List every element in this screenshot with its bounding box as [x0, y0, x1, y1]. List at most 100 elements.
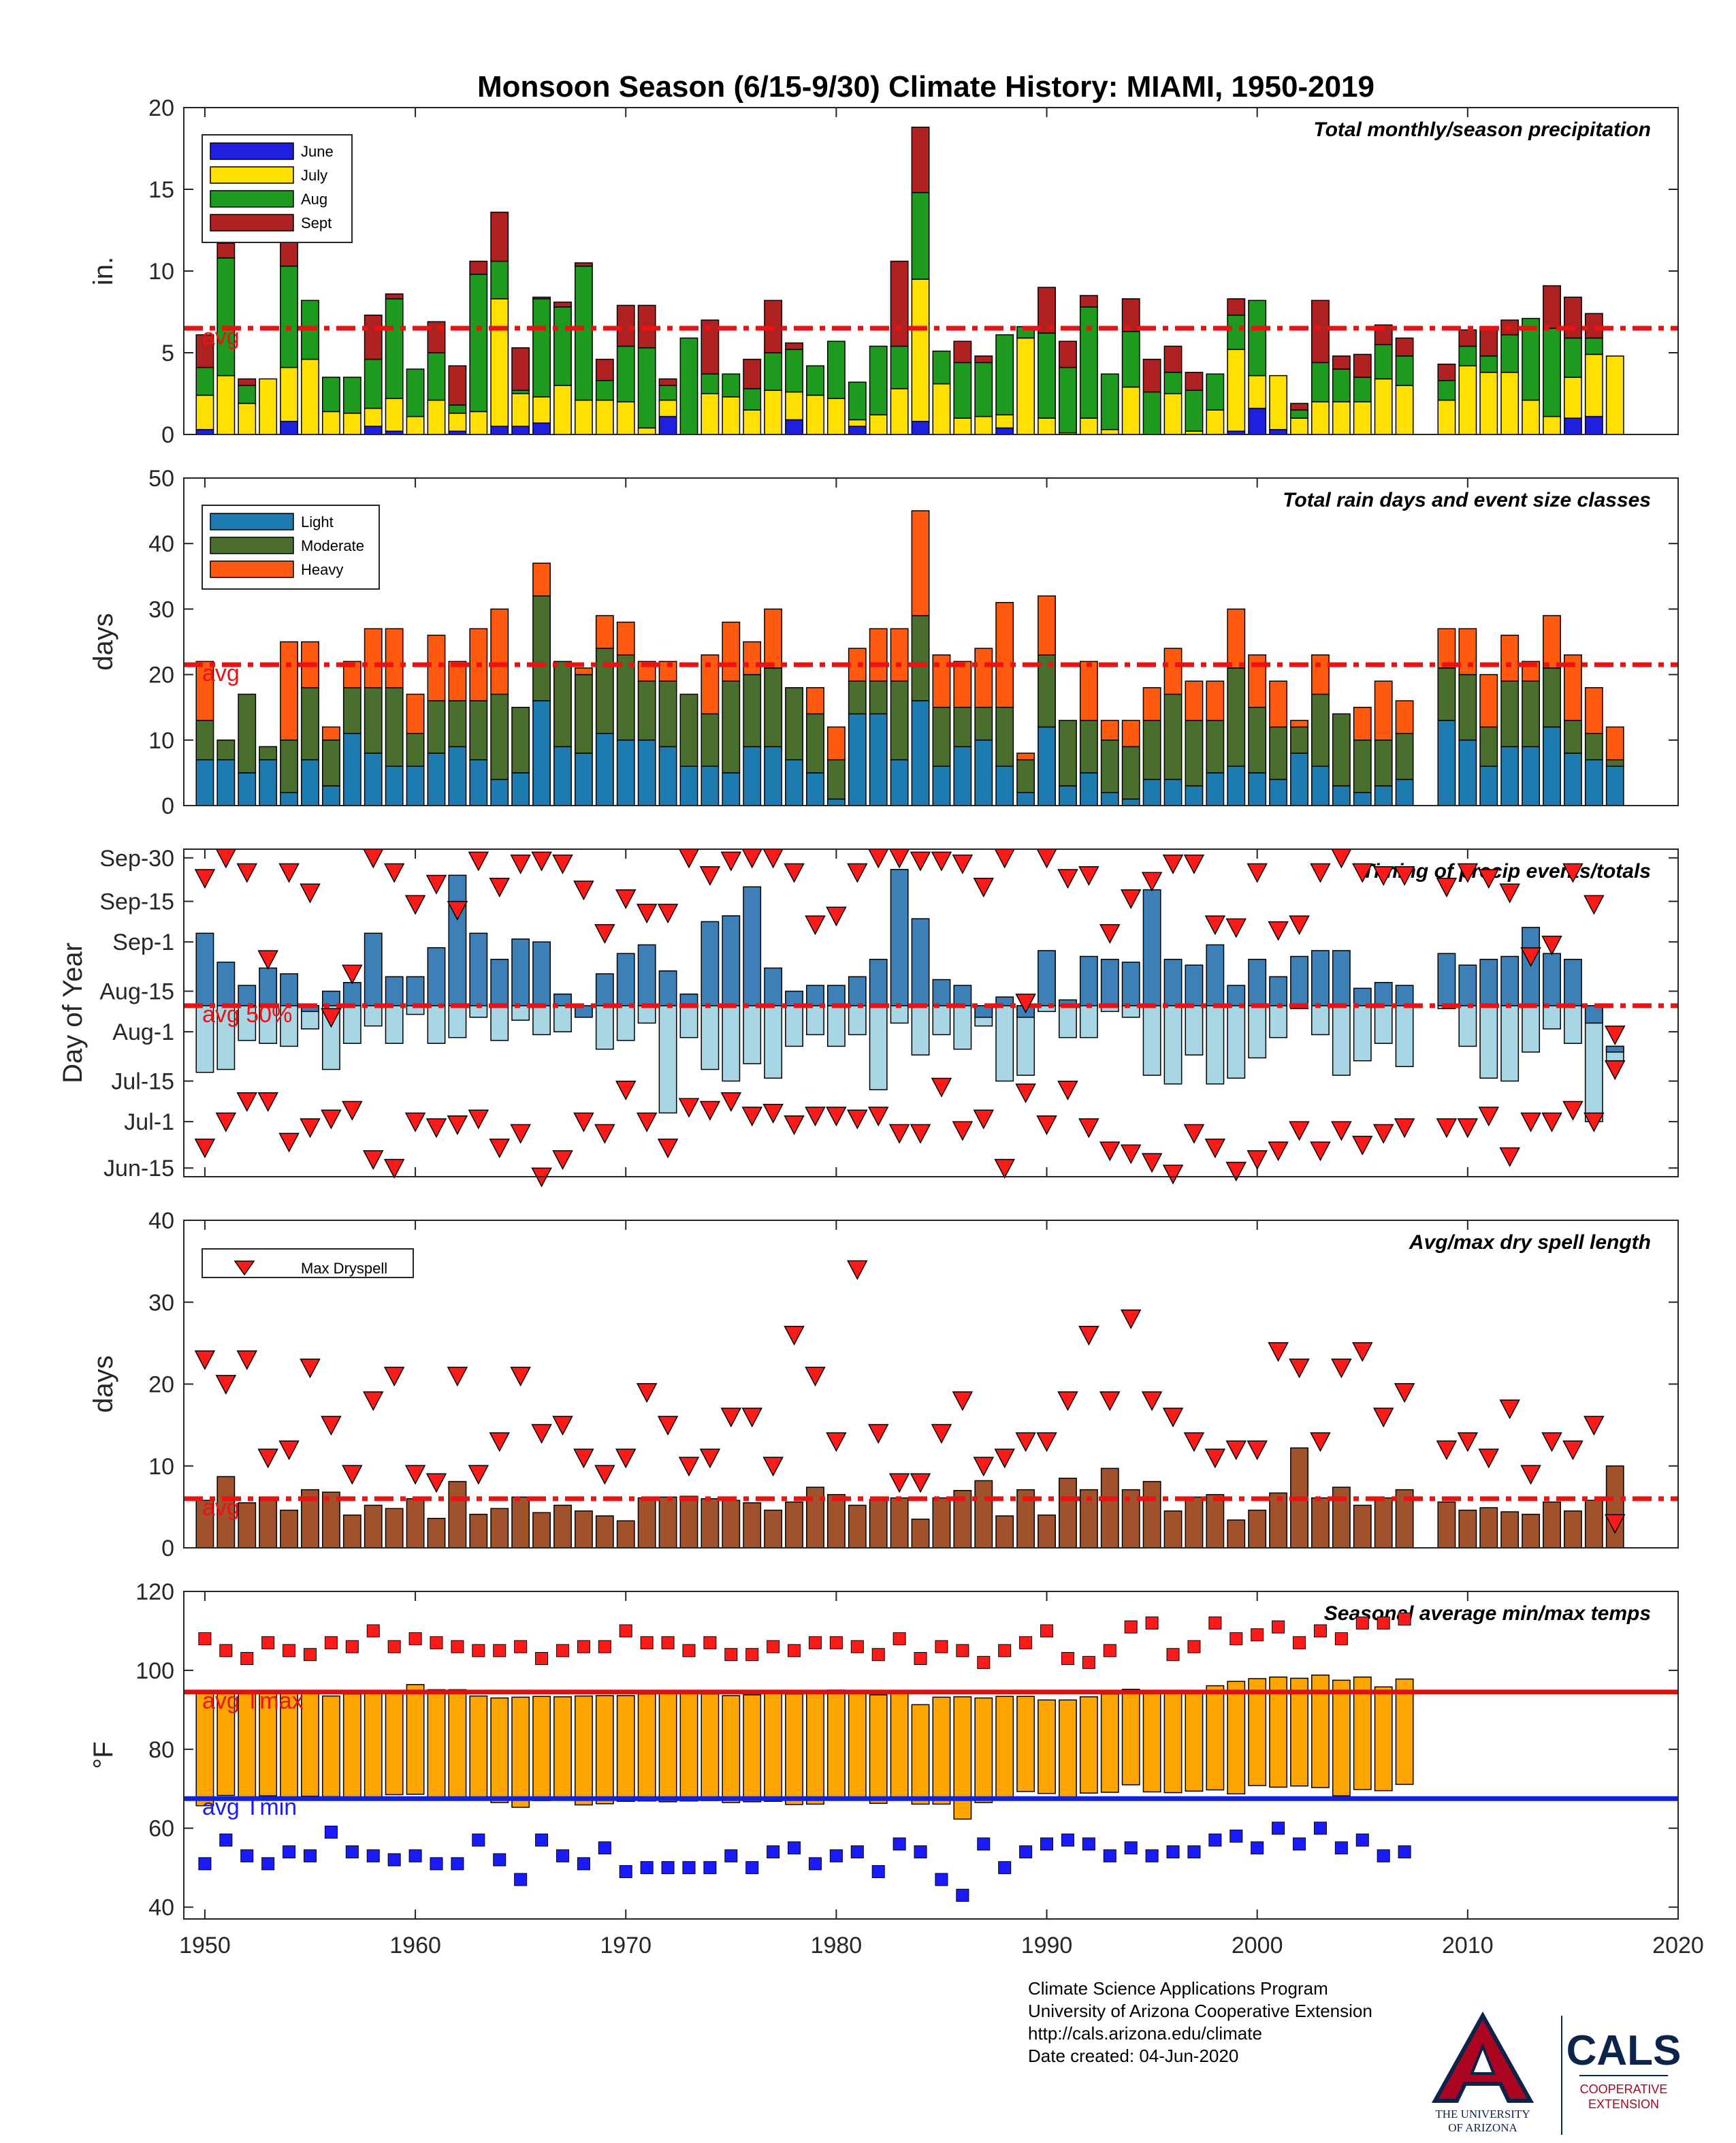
bar-segment-light	[1059, 785, 1077, 806]
avg-dryspell-bar	[1059, 1478, 1077, 1549]
bar-segment-moderate	[469, 700, 488, 761]
bar-segment-july	[743, 409, 762, 435]
timing-upper-bar	[511, 938, 530, 1006]
bar-segment-july	[321, 411, 340, 435]
temp-range-bar	[1059, 1699, 1077, 1798]
footer-line-url[interactable]: http://cals.arizona.edu/climate	[1028, 2023, 1262, 2044]
max-marker	[615, 889, 637, 909]
timing-lower-bar	[869, 1005, 888, 1091]
bar-segment-heavy	[806, 687, 824, 715]
tmax-extreme-marker	[1187, 1640, 1201, 1653]
avg-dryspell-bar	[764, 1509, 783, 1549]
bar-segment-aug	[869, 345, 888, 415]
max-marker	[678, 1098, 700, 1118]
bar-segment-aug	[1479, 355, 1498, 373]
bar-segment-july	[806, 394, 824, 435]
bar-segment-aug	[953, 362, 972, 419]
legend-swatch	[210, 190, 294, 208]
bar-segment-moderate	[932, 706, 951, 767]
bar-segment-light	[1353, 792, 1372, 806]
bar-segment-heavy	[1185, 680, 1204, 721]
bar-segment-july	[1121, 386, 1140, 435]
max-marker	[468, 1465, 489, 1485]
bar-segment-heavy	[280, 641, 299, 741]
bar-segment-aug	[448, 404, 467, 414]
bar-segment-moderate	[995, 706, 1014, 767]
tmax-extreme-marker	[1251, 1628, 1264, 1642]
avg-dryspell-bar	[890, 1497, 909, 1549]
avg-dryspell-bar	[490, 1508, 509, 1549]
tmax-extreme-marker	[998, 1644, 1012, 1657]
max-marker	[1141, 1153, 1163, 1173]
max-marker	[321, 1416, 342, 1436]
tmin-extreme-marker	[1124, 1841, 1138, 1855]
max-marker	[973, 1457, 995, 1477]
bar-segment-light	[1479, 765, 1498, 806]
bar-segment-july	[427, 399, 446, 435]
bar-segment-moderate	[722, 680, 741, 774]
tmax-extreme-marker	[1061, 1652, 1074, 1666]
ua-line1: THE UNIVERSITY	[1435, 2108, 1530, 2121]
tmax-extreme-marker	[535, 1652, 549, 1666]
timing-upper-bar	[1269, 976, 1288, 1006]
max-marker	[194, 1350, 216, 1371]
bar-segment-light	[1163, 778, 1183, 806]
bar-segment-aug	[574, 266, 593, 401]
university-of-arizona-logo: THE UNIVERSITY OF ARIZONA	[1431, 2011, 1534, 2134]
timing-upper-bar	[490, 959, 509, 1006]
bar-segment-aug	[1248, 300, 1267, 377]
max-marker	[1372, 866, 1394, 886]
tmax-extreme-marker	[408, 1632, 422, 1646]
tmax-extreme-marker	[556, 1644, 569, 1657]
timing-lower-bar	[1269, 1005, 1288, 1038]
avg-dryspell-bar	[364, 1504, 383, 1549]
temp-range-bar	[637, 1693, 656, 1802]
bar-segment-moderate	[637, 680, 656, 741]
bar-segment-sept	[364, 315, 383, 360]
timing-upper-bar	[1227, 985, 1246, 1006]
bar-segment-moderate	[1458, 673, 1477, 741]
max-marker	[678, 1457, 700, 1477]
tmin-extreme-marker	[1229, 1829, 1243, 1843]
bar-segment-moderate	[1563, 720, 1582, 754]
bar-segment-light	[869, 713, 888, 806]
max-marker	[1372, 1408, 1394, 1428]
max-marker	[1204, 1139, 1226, 1159]
max-marker	[573, 880, 594, 901]
temp-range-bar	[1353, 1677, 1372, 1790]
legend-label: Sept	[301, 215, 332, 232]
max-marker	[1162, 854, 1184, 874]
tmax-extreme-marker	[1124, 1620, 1138, 1634]
tmin-extreme-marker	[430, 1857, 443, 1871]
max-marker	[952, 1391, 974, 1412]
timing-upper-bar	[826, 985, 846, 1006]
bar-segment-july	[406, 415, 425, 435]
timing-upper-bar	[406, 976, 425, 1006]
max-marker	[1584, 895, 1605, 915]
timing-lower-bar	[1543, 1005, 1561, 1030]
bar-segment-july	[280, 366, 299, 422]
y-tick-label: 0	[161, 422, 174, 448]
avg-dryspell-bar	[616, 1520, 635, 1549]
y-tick-label: Jul-15	[111, 1069, 174, 1095]
bar-segment-july	[953, 417, 972, 435]
bar-segment-july	[342, 413, 361, 435]
max-marker	[826, 906, 847, 927]
bar-segment-light	[953, 746, 972, 806]
max-marker	[1499, 1399, 1520, 1420]
timing-lower-bar	[658, 1005, 677, 1114]
max-marker	[1162, 1164, 1184, 1185]
bar-segment-moderate	[743, 673, 762, 748]
bar-segment-light	[301, 759, 319, 806]
max-marker	[1310, 1141, 1331, 1162]
avg-dryspell-bar	[1038, 1514, 1056, 1549]
temp-range-bar	[890, 1693, 909, 1801]
max-marker	[1141, 872, 1163, 892]
avg-dryspell-bar	[511, 1496, 530, 1549]
temp-range-bar	[574, 1695, 593, 1806]
max-marker	[594, 1124, 615, 1144]
bar-segment-sept	[469, 260, 488, 275]
max-marker	[404, 895, 426, 915]
bar-segment-july	[1332, 401, 1351, 435]
tmax-extreme-marker	[1355, 1616, 1369, 1630]
